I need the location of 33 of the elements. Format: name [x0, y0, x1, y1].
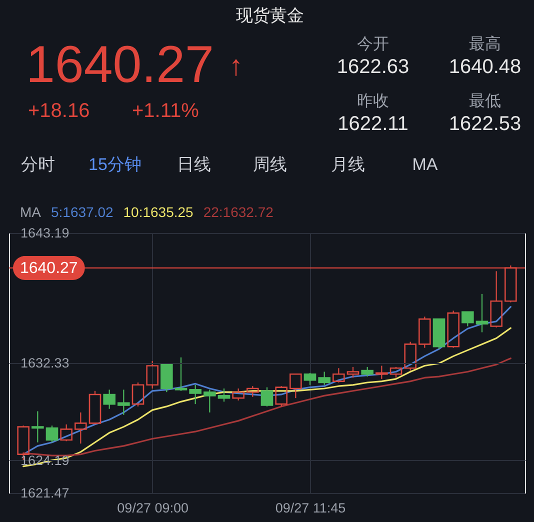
line-series: [22, 327, 512, 468]
candlestick: [118, 389, 130, 416]
text: 1622.11: [338, 113, 408, 135]
text: +1.11%: [132, 100, 200, 122]
text: 分时: [21, 155, 55, 174]
text: 1622.63: [336, 56, 410, 78]
y-tick-label: 1632.33: [20, 356, 70, 370]
text: 日线: [177, 155, 211, 174]
candlestick: [32, 410, 44, 443]
text: 今开: [357, 36, 389, 53]
chart-subtitle: 1640.27: [26, 36, 214, 94]
text: 最低: [469, 93, 501, 110]
y-tick-label: 1621.47: [20, 486, 70, 500]
text: 15分钟: [88, 155, 142, 174]
candlestick: [74, 412, 87, 444]
text: 昨收: [357, 93, 389, 110]
text: 10:1635.25: [123, 204, 194, 220]
text: 22:1632.72: [203, 204, 274, 220]
text: +18.16: [28, 100, 90, 122]
text: MA: [412, 155, 438, 174]
x-tick-label: 09/27 09:00: [117, 500, 188, 516]
text: 1640.48: [448, 56, 522, 78]
text: 周线: [253, 155, 287, 174]
text: ↑: [229, 50, 243, 81]
y-tick-label: 1643.19: [20, 226, 70, 240]
legend-title: MA: [20, 204, 42, 220]
text: 1622.53: [448, 113, 522, 135]
text: 5:1637.02: [51, 204, 114, 220]
text: 月线: [331, 155, 365, 174]
chart-title: 现货黄金: [236, 6, 304, 25]
x-tick-label: 09/27 11:45: [275, 500, 346, 516]
text: 最高: [469, 35, 501, 53]
ref-line-label: 1640.27: [20, 260, 78, 277]
